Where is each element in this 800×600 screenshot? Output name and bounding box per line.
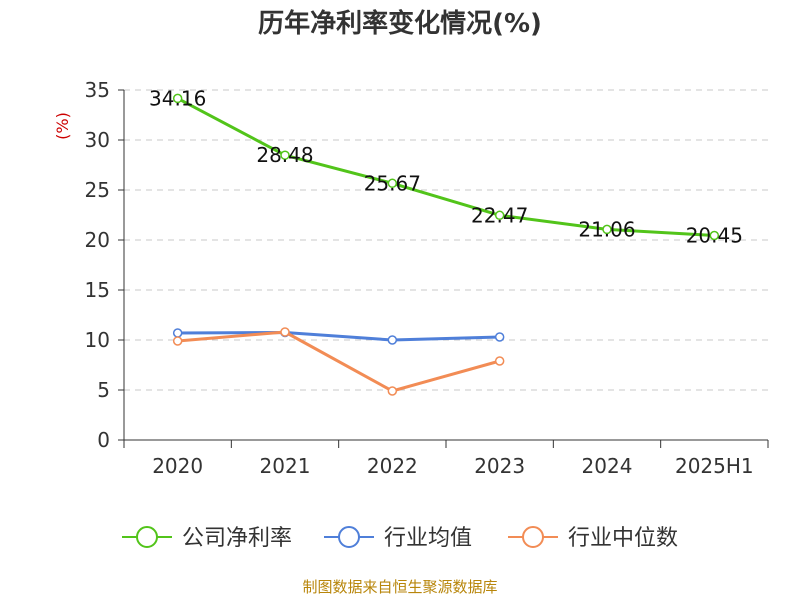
data-label: 28.48 [256, 143, 313, 167]
data-point [709, 230, 720, 241]
axes [123, 90, 768, 441]
data-point [172, 93, 183, 104]
y-tick-label: 35 [85, 78, 110, 102]
data-point [602, 224, 612, 235]
data-point [494, 332, 505, 342]
legend-label: 行业中位数 [568, 526, 678, 551]
data-label: 22.47 [471, 203, 528, 227]
data-label: 21.06 [578, 217, 635, 241]
series-line [177, 331, 500, 342]
data-labels: 34.16 28.48 25.67 22.47 21.06 20.45 [149, 86, 743, 247]
grid-lines [124, 89, 768, 391]
y-axis-unit-label: (%) [53, 112, 72, 140]
data-label: 25.67 [364, 171, 421, 195]
x-tick-label: 2020 [152, 454, 203, 478]
y-tick-label: 30 [85, 128, 110, 152]
legend[interactable]: 公司净利率 行业均值 行业中位数 [122, 526, 678, 551]
y-tick-label: 15 [85, 278, 110, 302]
data-point [387, 386, 398, 396]
series-layer [172, 93, 720, 396]
x-tick-label: 2021 [260, 454, 311, 478]
data-label: 34.16 [149, 86, 206, 110]
data-point [387, 178, 398, 189]
y-tick-label: 10 [85, 328, 110, 352]
data-point [280, 327, 290, 337]
series-line [176, 97, 715, 237]
x-tick-label: 2024 [582, 454, 633, 478]
chart-title: 历年净利率变化情况(%) [258, 8, 542, 39]
data-point [280, 150, 290, 160]
x-tick-label: 2023 [474, 454, 525, 478]
data-label: 20.45 [686, 224, 743, 248]
y-tick-label: 20 [85, 228, 110, 252]
data-point [172, 328, 183, 338]
data-point [172, 336, 183, 346]
series-line [177, 330, 501, 393]
x-tick-label: 2025H1 [675, 454, 754, 478]
legend-label: 行业均值 [384, 526, 472, 551]
data-point [494, 210, 505, 221]
data-point [387, 335, 398, 345]
source-note: 制图数据来自恒生聚源数据库 [302, 578, 497, 596]
y-axis-ticks: 0 5 10 15 20 25 30 35 [85, 78, 124, 452]
y-tick-label: 0 [97, 428, 110, 452]
y-tick-label: 5 [97, 378, 110, 402]
x-axis-ticks: 2020 2021 2022 2023 2024 2025H1 [123, 440, 769, 478]
legend-label: 公司净利率 [182, 526, 292, 551]
y-tick-label: 25 [85, 178, 110, 202]
x-tick-label: 2022 [367, 454, 418, 478]
legend-marker [136, 526, 158, 548]
legend-marker [522, 526, 544, 548]
legend-marker [338, 526, 360, 548]
data-point [494, 356, 505, 366]
